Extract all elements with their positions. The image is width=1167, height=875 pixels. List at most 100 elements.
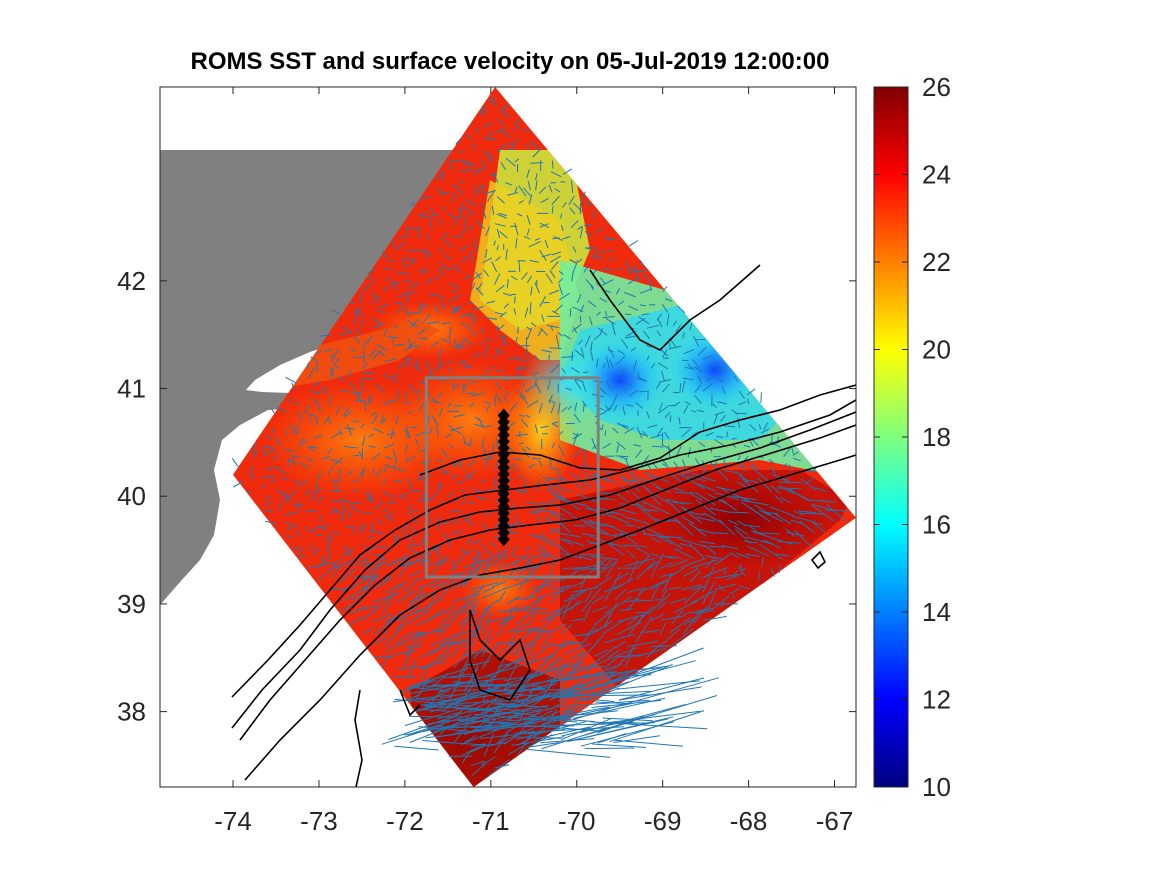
velocity-vector bbox=[661, 554, 674, 560]
velocity-vector bbox=[534, 382, 542, 394]
velocity-vector bbox=[549, 347, 562, 349]
velocity-vector bbox=[369, 522, 374, 535]
velocity-vector bbox=[689, 571, 701, 583]
velocity-vector bbox=[379, 304, 389, 308]
colorbar-tick-label: 26 bbox=[922, 72, 951, 102]
velocity-vector bbox=[560, 224, 564, 231]
velocity-vector bbox=[515, 686, 527, 701]
velocity-vector bbox=[469, 225, 473, 231]
velocity-vector bbox=[460, 339, 464, 347]
velocity-vector bbox=[496, 324, 505, 332]
velocity-vector bbox=[404, 444, 408, 453]
velocity-vector bbox=[378, 350, 386, 357]
velocity-vector bbox=[318, 495, 324, 503]
velocity-vector bbox=[657, 406, 668, 414]
velocity-vector bbox=[514, 222, 519, 236]
velocity-vector bbox=[599, 647, 704, 688]
velocity-vector bbox=[406, 681, 427, 691]
velocity-vector bbox=[395, 302, 404, 306]
velocity-vector bbox=[383, 328, 388, 337]
velocity-vector bbox=[502, 110, 509, 119]
velocity-vector bbox=[304, 488, 311, 496]
velocity-vector bbox=[514, 596, 535, 600]
velocity-vector bbox=[375, 308, 385, 314]
velocity-vector bbox=[731, 495, 757, 501]
velocity-vector bbox=[505, 248, 508, 260]
velocity-vector bbox=[760, 392, 762, 404]
velocity-vector bbox=[662, 349, 668, 358]
velocity-vector bbox=[536, 548, 545, 555]
velocity-vector bbox=[449, 294, 461, 303]
velocity-vector bbox=[405, 294, 410, 304]
velocity-vector bbox=[624, 516, 650, 525]
velocity-vector bbox=[471, 143, 477, 149]
velocity-vector bbox=[514, 158, 520, 163]
velocity-vector bbox=[620, 474, 627, 480]
velocity-vector bbox=[489, 97, 493, 105]
velocity-vector bbox=[589, 348, 594, 361]
velocity-vector bbox=[285, 521, 293, 527]
x-tick-label: -72 bbox=[386, 806, 424, 836]
velocity-vector bbox=[712, 532, 729, 535]
velocity-vector bbox=[352, 489, 359, 492]
velocity-vector bbox=[493, 547, 509, 567]
velocity-vector bbox=[462, 604, 476, 615]
velocity-vector bbox=[673, 401, 681, 407]
velocity-vector bbox=[461, 749, 473, 764]
velocity-vector bbox=[602, 442, 612, 449]
x-tick-label: -73 bbox=[300, 806, 338, 836]
velocity-vector bbox=[266, 434, 272, 440]
velocity-vector bbox=[749, 506, 771, 523]
velocity-vector bbox=[404, 720, 480, 736]
velocity-vector bbox=[481, 438, 485, 449]
velocity-vector bbox=[703, 512, 724, 525]
velocity-vector bbox=[410, 526, 419, 536]
velocity-vector bbox=[387, 400, 396, 403]
velocity-vector bbox=[362, 574, 374, 599]
velocity-vector bbox=[714, 553, 731, 566]
velocity-vector bbox=[485, 404, 491, 412]
velocity-vector bbox=[410, 548, 419, 555]
velocity-vector bbox=[494, 349, 501, 358]
velocity-vector bbox=[628, 471, 647, 484]
velocity-vector bbox=[418, 304, 428, 310]
velocity-vector bbox=[636, 426, 643, 439]
velocity-vector bbox=[633, 444, 642, 447]
velocity-vector bbox=[470, 250, 473, 263]
velocity-vector bbox=[650, 362, 656, 369]
velocity-vector bbox=[481, 341, 486, 346]
velocity-vector bbox=[573, 524, 586, 527]
velocity-vector bbox=[591, 438, 597, 450]
velocity-vector bbox=[498, 212, 508, 217]
velocity-vector bbox=[360, 605, 376, 611]
velocity-vector bbox=[761, 557, 764, 567]
velocity-vector bbox=[820, 499, 837, 503]
colorbar-tick-label: 14 bbox=[922, 597, 951, 627]
velocity-vector bbox=[684, 616, 697, 626]
velocity-vector bbox=[502, 336, 507, 347]
velocity-vector bbox=[712, 595, 730, 610]
velocity-vector bbox=[466, 536, 473, 545]
velocity-vector bbox=[420, 667, 428, 681]
chart-title: ROMS SST and surface velocity on 05-Jul-… bbox=[190, 48, 830, 75]
velocity-vector bbox=[392, 449, 398, 462]
velocity-vector bbox=[437, 482, 440, 489]
velocity-vector bbox=[354, 399, 365, 403]
velocity-vector bbox=[681, 515, 695, 525]
velocity-vector bbox=[592, 211, 596, 219]
velocity-vector bbox=[473, 185, 483, 197]
velocity-vector bbox=[645, 502, 670, 515]
isobath-contours bbox=[231, 264, 856, 787]
velocity-vector bbox=[450, 426, 464, 432]
x-tick-label: -71 bbox=[472, 806, 510, 836]
velocity-vector bbox=[506, 595, 521, 605]
velocity-vector bbox=[729, 552, 740, 559]
velocity-vector bbox=[528, 647, 638, 693]
velocity-vector bbox=[749, 423, 757, 431]
velocity-vector bbox=[469, 438, 473, 447]
velocity-vector bbox=[574, 482, 586, 491]
velocity-vector bbox=[630, 476, 650, 491]
velocity-vector bbox=[647, 561, 659, 570]
velocity-vector bbox=[390, 427, 395, 439]
velocity-vector bbox=[465, 470, 476, 481]
